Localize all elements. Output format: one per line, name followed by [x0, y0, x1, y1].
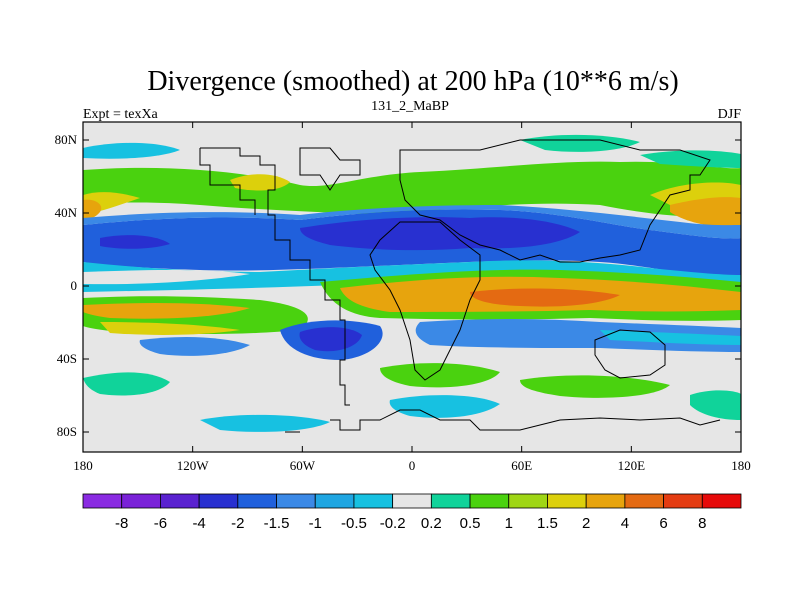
colorbar-label: -0.5: [341, 515, 367, 532]
coastline-australia: [594, 329, 666, 379]
field-tropical-red: [470, 288, 620, 307]
season-label: DJF: [718, 107, 742, 122]
colorbar-label: -8: [115, 515, 128, 532]
field-sh-blue-west: [139, 337, 250, 356]
colorbar-label: 0.2: [421, 515, 442, 532]
colorbar-label: -1.5: [264, 515, 290, 532]
colorbar-label: 6: [659, 515, 667, 532]
coastline-north-america-west: [199, 148, 256, 215]
colorbar-label: 1: [505, 515, 513, 532]
colorbar: -8 -6 -4 -2 -1.5 -1 -0.5 -0.2 0.2 0.5 1 1.5 2 4 6 8: [82, 493, 742, 532]
coastline-greenland: [299, 147, 361, 191]
field-nh-green-arctic: [520, 134, 640, 152]
lat-tick-label: 40N: [55, 205, 78, 220]
field-sh-green-highlat: [83, 372, 170, 396]
lat-tick-label: 80N: [55, 132, 78, 147]
colorbar-label: 1.5: [537, 515, 558, 532]
field-sh-cyan-polar: [200, 414, 330, 432]
colorbar-swatch: [160, 493, 200, 509]
map-panel: [82, 121, 742, 453]
coastline-eurasia: [399, 139, 711, 263]
field-sh-cyan-atlantic: [389, 395, 500, 418]
lat-tick-label: 0: [71, 278, 78, 293]
experiment-label: Expt = texXa: [83, 107, 159, 122]
plot-title: Divergence (smoothed) at 200 hPa (10**6 …: [147, 66, 678, 97]
lat-tick-label: 40S: [57, 351, 77, 366]
lon-tick-label: 0: [409, 458, 416, 473]
colorbar-swatch: [237, 493, 277, 509]
coastline-americas: [200, 147, 350, 406]
coastlines: [199, 139, 721, 433]
field-nh-yellow-east: [650, 182, 741, 205]
colorbar-swatch: [314, 493, 355, 509]
coastline-antarctica: [285, 409, 721, 433]
colorbar-swatch: [121, 493, 161, 509]
case-label: 131_2_MaBP: [371, 99, 449, 114]
colorbar-label: 2: [582, 515, 590, 532]
field-sh-green-atlantic: [380, 363, 500, 388]
lon-tick-label: 180: [73, 458, 93, 473]
field-blue-dark-west: [100, 235, 170, 249]
colorbar-swatch: [547, 493, 587, 509]
colorbar-swatch: [430, 493, 471, 509]
field-equatorial-white: [83, 270, 250, 285]
lat-tick-label: 80S: [57, 424, 77, 439]
colorbar-label: 8: [698, 515, 706, 532]
colorbar-swatch: [585, 493, 626, 509]
field-blue-light-north: [83, 205, 741, 239]
lon-tick-label: 120E: [618, 458, 646, 473]
colorbar-label: -4: [192, 515, 205, 532]
lon-tick-label: 60E: [511, 458, 532, 473]
colorbar-swatch: [198, 493, 239, 509]
lon-tick-label: 120W: [177, 458, 210, 473]
colorbar-label: -2: [231, 515, 244, 532]
colorbar-label: -6: [154, 515, 167, 532]
lon-tick-label: 180: [731, 458, 751, 473]
colorbar-swatch: [624, 493, 664, 509]
colorbar-swatch: [392, 493, 432, 509]
colorbar-label: 4: [621, 515, 629, 532]
field-sh-orange-west: [83, 303, 250, 319]
divergence-field: [83, 134, 741, 432]
colorbar-swatch: [276, 493, 316, 509]
field-sh-blue-dark: [299, 327, 362, 352]
field-sh-green-far-east: [690, 390, 741, 420]
colorbar-swatch: [82, 493, 123, 509]
colorbar-swatch: [508, 493, 548, 509]
colorbar-label: -1: [309, 515, 322, 532]
latitude-axis: 80N 40N 0 40S 80S: [55, 132, 741, 439]
coastline-africa: [369, 221, 481, 381]
colorbar-label: 0.5: [460, 515, 481, 532]
field-sh-green-pacific: [520, 375, 670, 398]
field-nh-orange-east: [670, 193, 741, 227]
field-nh-cyan-arctic: [83, 142, 180, 159]
field-sh-yellow-west: [100, 322, 240, 335]
colorbar-swatch: [663, 493, 703, 509]
colorbar-swatch: [353, 493, 394, 509]
field-blue-dark-core: [300, 217, 580, 251]
field-sh-blue-east: [415, 319, 741, 352]
lon-tick-label: 60W: [290, 458, 316, 473]
colorbar-swatch: [701, 493, 742, 509]
longitude-axis: 180 120W 60W 0 60E 120E 180: [73, 122, 751, 473]
colorbar-label: -0.2: [380, 515, 406, 532]
field-nh-green-pacific: [640, 150, 741, 168]
colorbar-swatch: [469, 493, 510, 509]
field-nh-orange-west: [83, 199, 102, 222]
field-sh-cyan-east: [600, 330, 741, 345]
